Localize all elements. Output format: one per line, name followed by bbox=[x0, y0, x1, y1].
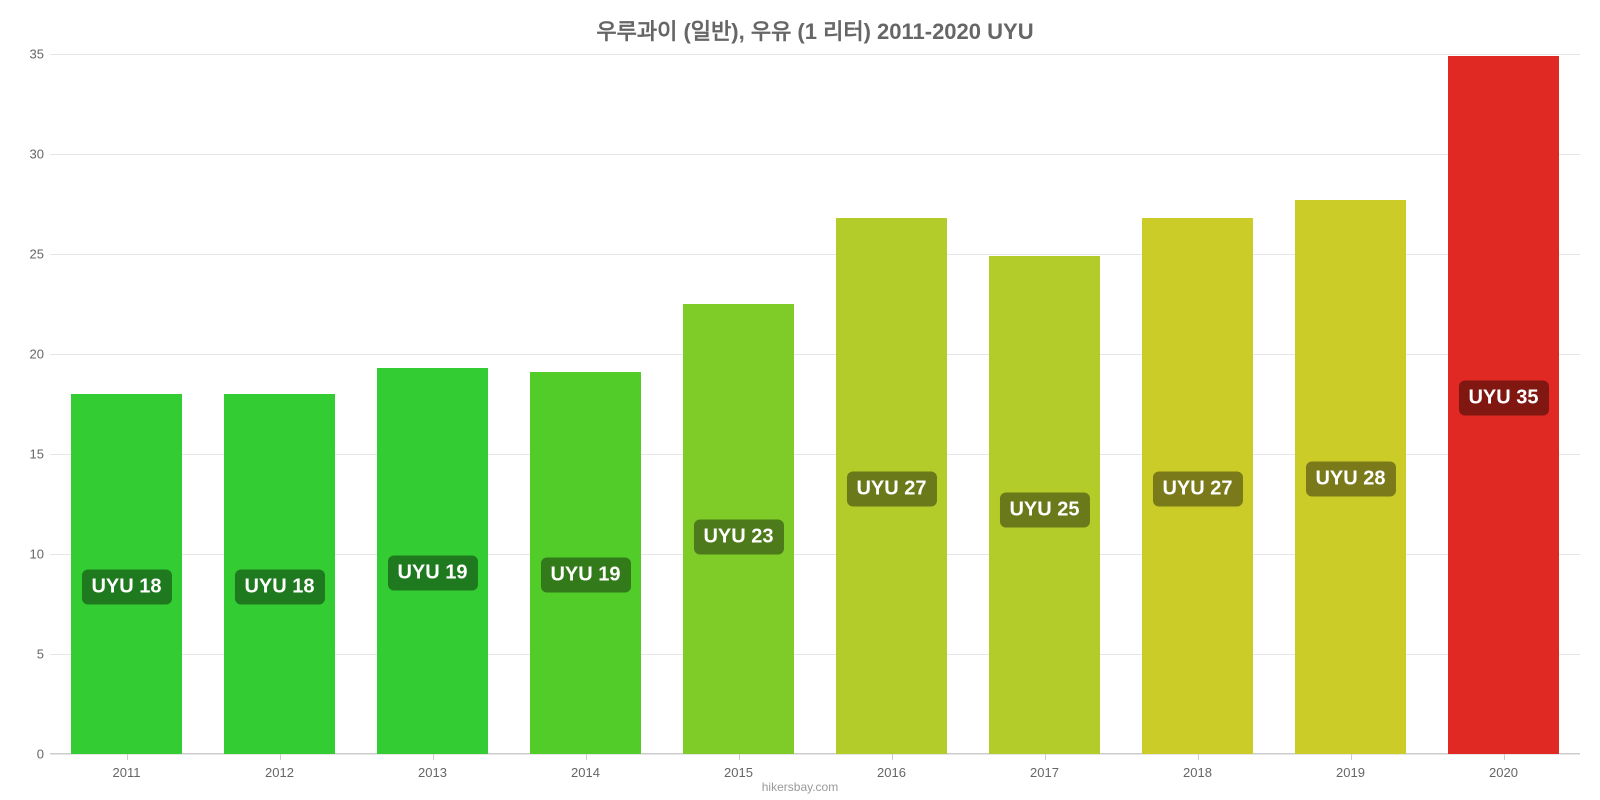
x-tick-label: 2013 bbox=[418, 765, 447, 780]
x-tick-label: 2016 bbox=[877, 765, 906, 780]
bar-value-label: UYU 28 bbox=[1305, 461, 1395, 496]
chart-container: 우루과이 (일반), 우유 (1 리터) 2011-2020 UYU 05101… bbox=[0, 0, 1600, 800]
x-tick-label: 2015 bbox=[724, 765, 753, 780]
y-tick-label: 5 bbox=[14, 647, 44, 662]
x-tick-label: 2020 bbox=[1489, 765, 1518, 780]
x-tick-mark bbox=[1198, 754, 1199, 760]
bar-value-label: UYU 19 bbox=[387, 555, 477, 590]
x-tick-label: 2019 bbox=[1336, 765, 1365, 780]
x-tick-label: 2018 bbox=[1183, 765, 1212, 780]
x-tick-mark bbox=[739, 754, 740, 760]
chart-title: 우루과이 (일반), 우유 (1 리터) 2011-2020 UYU bbox=[50, 14, 1580, 46]
bar-value-label: UYU 18 bbox=[234, 570, 324, 605]
bar-value-label: UYU 19 bbox=[540, 558, 630, 593]
bar-value-label: UYU 35 bbox=[1458, 381, 1548, 416]
x-tick-mark bbox=[1504, 754, 1505, 760]
y-tick-label: 10 bbox=[14, 547, 44, 562]
x-tick-label: 2017 bbox=[1030, 765, 1059, 780]
x-tick-mark bbox=[1351, 754, 1352, 760]
x-tick-mark bbox=[433, 754, 434, 760]
credit-text: hikersbay.com bbox=[762, 780, 838, 794]
x-tick-label: 2014 bbox=[571, 765, 600, 780]
y-tick-label: 15 bbox=[14, 447, 44, 462]
y-tick-label: 0 bbox=[14, 747, 44, 762]
x-tick-mark bbox=[586, 754, 587, 760]
y-tick-label: 30 bbox=[14, 147, 44, 162]
bar-value-label: UYU 27 bbox=[1152, 471, 1242, 506]
grid-line bbox=[50, 154, 1580, 155]
x-tick-mark bbox=[892, 754, 893, 760]
bar-value-label: UYU 18 bbox=[81, 570, 171, 605]
x-tick-mark bbox=[127, 754, 128, 760]
x-tick-mark bbox=[280, 754, 281, 760]
y-tick-label: 20 bbox=[14, 347, 44, 362]
bar-value-label: UYU 23 bbox=[693, 520, 783, 555]
bar-value-label: UYU 25 bbox=[999, 493, 1089, 528]
x-tick-mark bbox=[1045, 754, 1046, 760]
grid-line bbox=[50, 54, 1580, 55]
x-tick-label: 2011 bbox=[113, 765, 141, 780]
y-tick-label: 35 bbox=[14, 47, 44, 62]
y-tick-label: 25 bbox=[14, 247, 44, 262]
bar-value-label: UYU 27 bbox=[846, 471, 936, 506]
plot-area: 05101520253035UYU 182011UYU 182012UYU 19… bbox=[50, 54, 1580, 754]
x-tick-label: 2012 bbox=[265, 765, 294, 780]
